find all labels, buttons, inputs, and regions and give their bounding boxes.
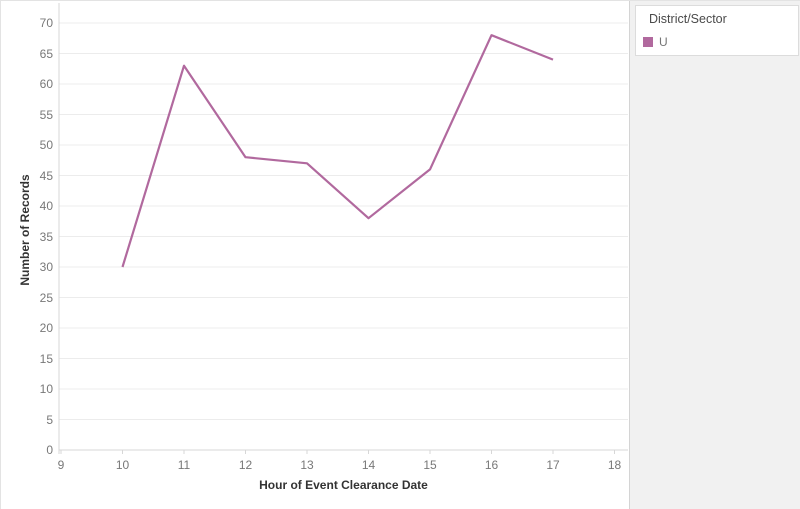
y-tick-label: 5 xyxy=(46,412,53,427)
legend-swatch-icon xyxy=(643,37,653,47)
y-tick-label: 55 xyxy=(39,107,53,122)
x-tick-label: 14 xyxy=(361,458,376,472)
y-tick-label: 40 xyxy=(39,199,53,213)
x-tick-label: 13 xyxy=(300,458,314,472)
legend-item-u[interactable]: U xyxy=(642,36,792,48)
y-tick-label: 60 xyxy=(39,77,53,91)
legend-pane: District/Sector U xyxy=(629,1,800,509)
x-tick-label: 15 xyxy=(423,458,437,472)
y-tick-label: 25 xyxy=(39,290,53,305)
y-tick-label: 30 xyxy=(39,260,53,274)
x-tick-label: 12 xyxy=(238,458,253,472)
x-tick-label: 18 xyxy=(607,458,622,472)
x-tick-label: 16 xyxy=(484,458,499,472)
y-tick-label: 20 xyxy=(39,321,53,335)
x-tick-label: 10 xyxy=(115,458,130,472)
y-tick-label: 15 xyxy=(39,351,53,366)
line-chart xyxy=(58,3,628,454)
series-line-u[interactable] xyxy=(121,34,554,268)
x-axis-title: Hour of Event Clearance Date xyxy=(259,478,428,492)
legend-card: District/Sector U xyxy=(635,5,799,56)
y-tick-label: 50 xyxy=(39,138,53,152)
legend-item-label: U xyxy=(659,35,668,49)
legend-title: District/Sector xyxy=(649,12,727,26)
y-tick-label: 10 xyxy=(39,382,53,396)
x-tick-label: 9 xyxy=(57,458,65,472)
x-tick-label: 11 xyxy=(177,458,191,472)
y-tick-label: 70 xyxy=(39,16,53,30)
y-tick-label: 45 xyxy=(39,168,53,183)
y-tick-label: 35 xyxy=(39,229,53,244)
x-tick-label: 17 xyxy=(546,458,560,472)
y-tick-label: 65 xyxy=(39,46,53,61)
chart-pane: Number of Records Hour of Event Clearanc… xyxy=(1,1,629,509)
y-tick-label: 0 xyxy=(46,443,53,457)
